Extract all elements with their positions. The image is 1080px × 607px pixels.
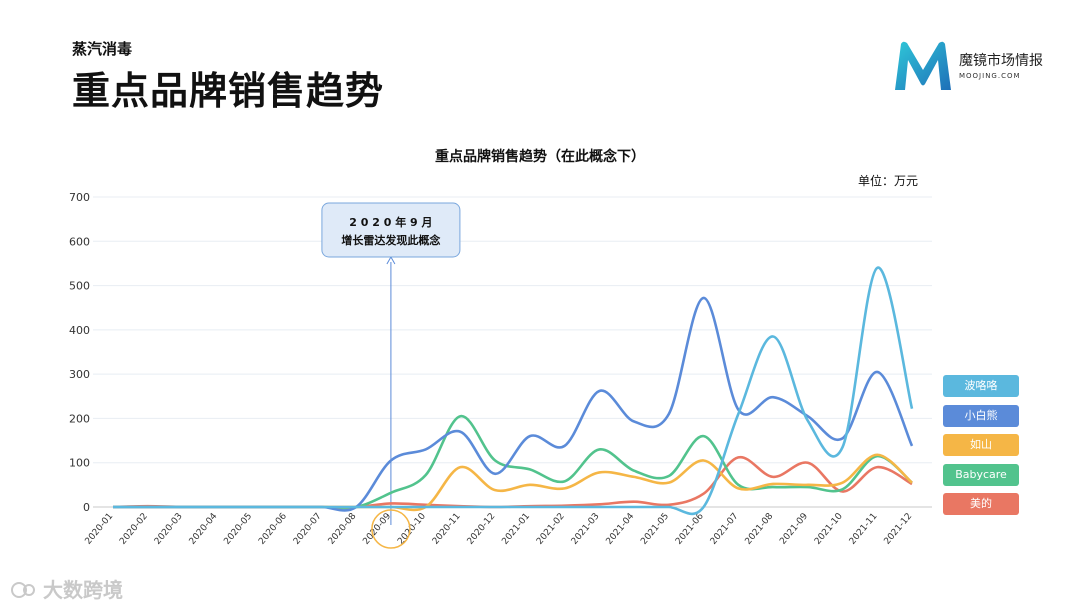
x-tick-label: 2020-06 <box>257 511 289 546</box>
x-tick-label: 2020-08 <box>327 511 359 546</box>
annotation-line-1: 2 0 2 0 年 9 月 <box>349 215 432 229</box>
x-tick-label: 2021-09 <box>778 511 810 546</box>
chart-unit: 单位：万元 <box>857 174 918 188</box>
annotation-box <box>321 202 461 258</box>
y-tick-label: 200 <box>69 412 90 425</box>
y-tick-label: 0 <box>83 501 90 514</box>
x-tick-label: 2021-08 <box>744 511 776 546</box>
annotation-line-2: 增长雷达发现此概念 <box>341 233 441 247</box>
x-tick-label: 2020-11 <box>431 512 463 547</box>
x-tick-label: 2021-02 <box>535 512 567 547</box>
y-tick-label: 500 <box>69 280 90 293</box>
y-tick-label: 700 <box>69 191 90 204</box>
x-tick-label: 2020-07 <box>292 512 324 547</box>
x-tick-label: 2021-06 <box>674 511 706 546</box>
y-tick-label: 600 <box>69 235 90 248</box>
watermark-logo-icon <box>11 582 35 598</box>
y-tick-label: 100 <box>69 457 90 470</box>
series-line-波咯咯 <box>112 266 914 516</box>
brand-url: MOOJING.COM <box>959 72 1021 80</box>
x-tick-label: 2021-01 <box>500 512 532 547</box>
x-tick-label: 2020-01 <box>83 512 115 547</box>
chart-legend: 波咯咯小白熊如山 Babycare 美的 <box>943 375 1019 523</box>
page-subtitle: 蒸汽消毒 <box>72 40 133 58</box>
x-tick-label: 2020-12 <box>466 512 498 547</box>
x-tick-label: 2021-03 <box>570 512 602 547</box>
series-line-Babycare <box>112 414 913 510</box>
annotation-circle <box>371 509 411 549</box>
series-line-美的 <box>112 456 913 509</box>
x-tick-label: 2021-11 <box>848 512 880 547</box>
legend-item[interactable]: 如山 <box>943 434 1019 456</box>
x-tick-label: 2021-10 <box>813 511 845 546</box>
watermark-text: 大数跨境 <box>42 578 123 602</box>
legend-item[interactable]: 波咯咯 <box>943 375 1019 397</box>
x-tick-label: 2020-05 <box>222 512 254 547</box>
x-tick-label: 2021-05 <box>639 512 671 547</box>
watermark: 大数跨境 <box>10 574 123 603</box>
x-tick-label: 2021-04 <box>605 511 637 546</box>
legend-item[interactable]: 美的 <box>943 493 1019 515</box>
page-title: 重点品牌销售趋势 <box>72 69 385 113</box>
x-tick-label: 2020-10 <box>396 511 428 546</box>
x-tick-label: 2021-07 <box>709 512 741 547</box>
brand-name: 魔镜市场情报 <box>959 53 1043 69</box>
moojing-logo-icon <box>895 41 951 90</box>
legend-item[interactable]: Babycare <box>943 463 1019 486</box>
legend-item[interactable]: 小白熊 <box>943 404 1019 427</box>
x-tick-label: 2021-12 <box>882 512 914 547</box>
y-tick-label: 400 <box>69 324 90 337</box>
brand-logo: 魔镜市场情报 MOOJING.COM <box>893 40 1063 92</box>
y-tick-label: 300 <box>69 368 90 381</box>
x-tick-label: 2020-04 <box>188 511 220 546</box>
chart-title: 重点品牌销售趋势（在此概念下） <box>435 149 645 165</box>
x-tick-label: 2020-03 <box>153 512 185 547</box>
x-tick-label: 2020-02 <box>118 512 150 547</box>
